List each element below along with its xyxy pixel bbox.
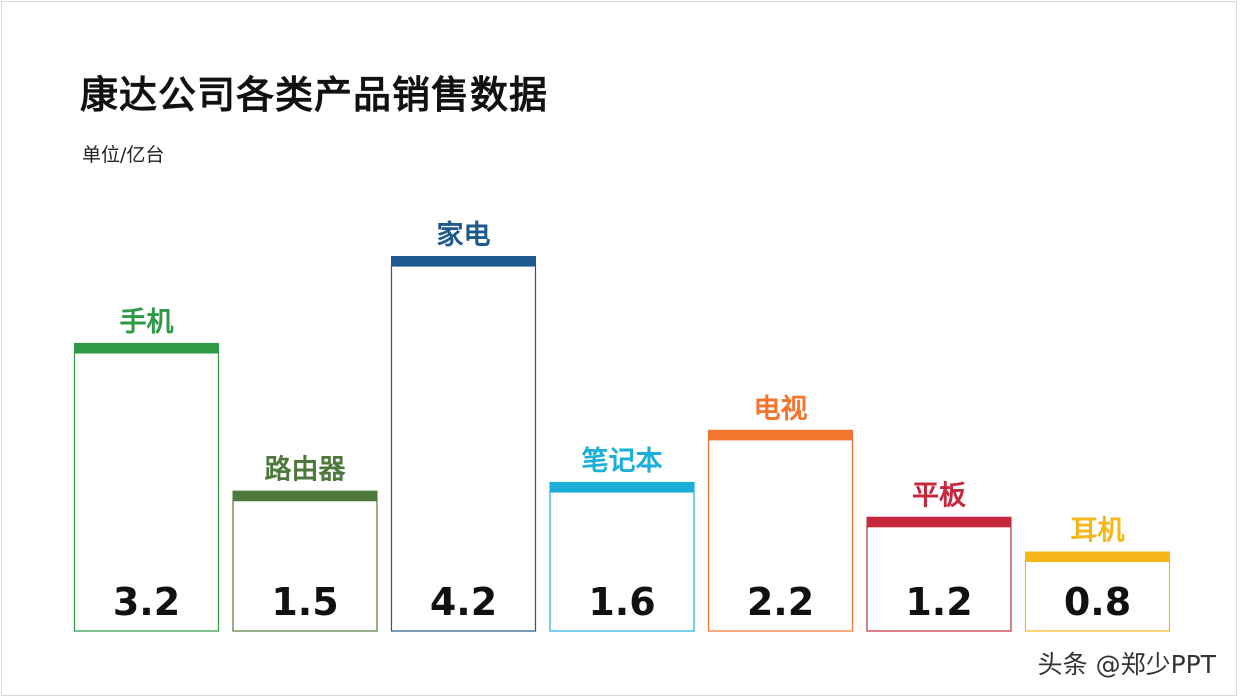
bar-cap-5 <box>708 429 853 440</box>
value-label-7: 0.8 <box>1064 580 1131 624</box>
bar-cap-7 <box>1025 551 1170 562</box>
value-label-5: 2.2 <box>747 580 814 624</box>
bar-3 <box>390 265 537 632</box>
category-label-5: 电视 <box>754 394 808 425</box>
category-label-4: 笔记本 <box>582 445 663 477</box>
bar-cap-6 <box>866 516 1012 527</box>
page-title: 康达公司各类产品销售数据 <box>80 73 549 117</box>
value-label-3: 4.2 <box>430 580 497 624</box>
value-label-2: 1.5 <box>271 580 338 624</box>
category-label-2: 路由器 <box>265 454 347 486</box>
category-label-3: 家电 <box>437 219 491 251</box>
category-label-7: 耳机 <box>1071 515 1125 546</box>
bar-cap-3 <box>391 256 536 266</box>
watermark: 头条 @郑少PPT <box>1037 650 1216 679</box>
value-label-4: 1.6 <box>588 580 655 624</box>
unit-label: 单位/亿台 <box>82 144 165 166</box>
bar-cap-1 <box>74 342 219 353</box>
value-label-6: 1.2 <box>905 580 972 624</box>
category-label-6: 平板 <box>912 481 966 512</box>
bar-cap-2 <box>232 490 378 501</box>
value-label-1: 3.2 <box>113 580 180 624</box>
category-label-1: 手机 <box>120 307 174 338</box>
bar-cap-4 <box>549 481 695 492</box>
